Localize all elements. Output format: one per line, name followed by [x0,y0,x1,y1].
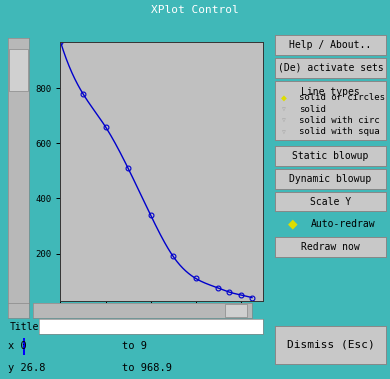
Text: solid or circles: solid or circles [300,94,385,102]
Text: Dynamic blowup: Dynamic blowup [289,174,372,184]
Text: Line types: Line types [301,88,360,97]
Text: Redraw now: Redraw now [301,242,360,252]
Text: ◆: ◆ [288,218,298,231]
Text: to 968.9: to 968.9 [122,363,172,373]
Text: Scale Y: Scale Y [310,197,351,207]
Text: x 0: x 0 [8,341,27,351]
Text: ◆: ◆ [280,93,286,103]
Text: Auto-redraw: Auto-redraw [310,219,375,229]
Text: (De) activate sets: (De) activate sets [278,63,383,73]
Text: Dismiss (Esc): Dismiss (Esc) [287,340,374,350]
Text: solid with squa: solid with squa [300,127,380,136]
Text: XPlot I: XPlot I [304,39,357,52]
Text: ▿: ▿ [280,115,286,125]
Text: ▿: ▿ [280,104,286,114]
Text: solid with circ: solid with circ [300,116,380,125]
FancyBboxPatch shape [225,304,247,317]
Text: solid: solid [300,105,326,114]
Text: Static blowup: Static blowup [292,151,369,161]
Text: XPlot Control: XPlot Control [151,5,239,16]
Text: Title: Title [10,322,39,332]
Bar [23,338,25,355]
Text: to 9: to 9 [122,341,147,351]
Text: y 26.8: y 26.8 [8,363,46,373]
Text: Help / About..: Help / About.. [289,40,372,50]
FancyBboxPatch shape [9,49,28,91]
Text: ▿: ▿ [280,127,286,136]
